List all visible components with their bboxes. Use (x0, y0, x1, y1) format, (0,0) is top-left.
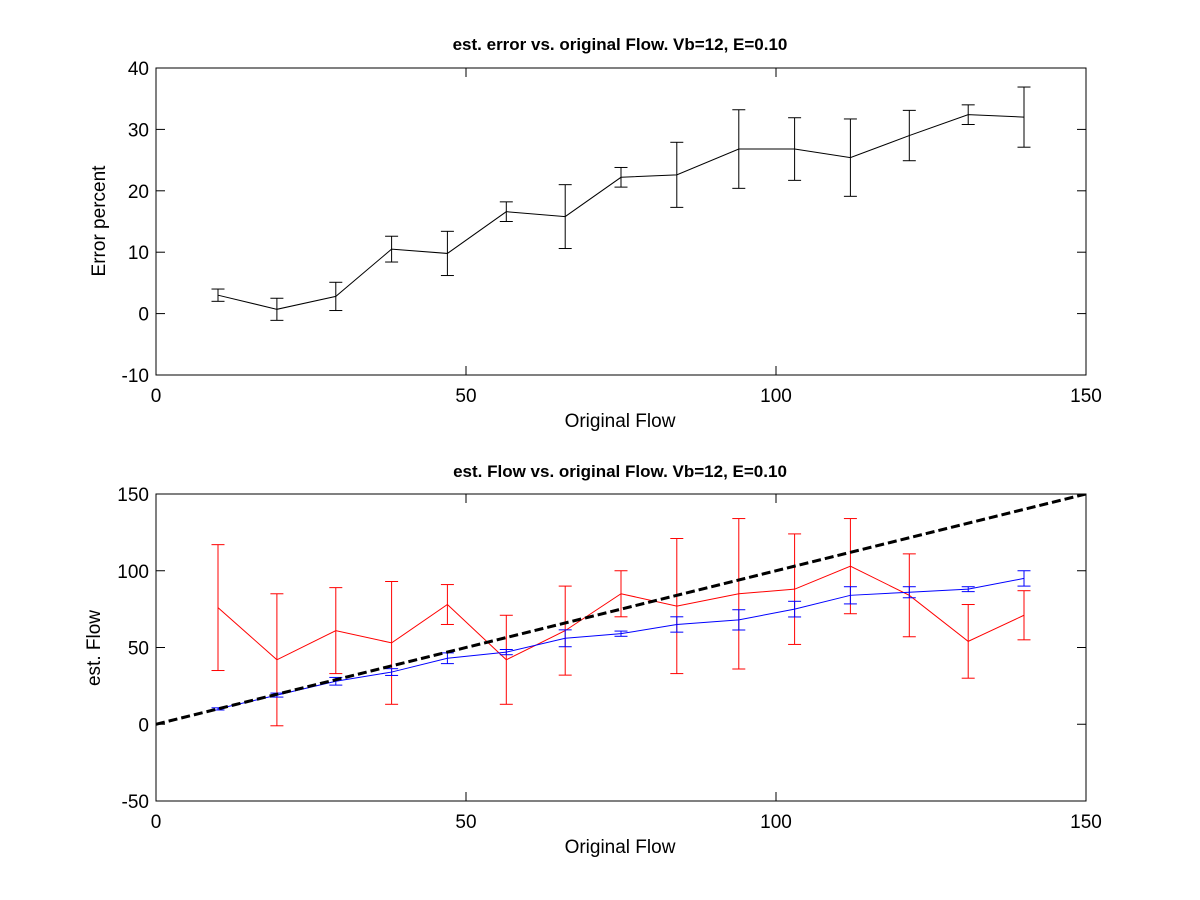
flow-plot-series-1-error-bar (961, 586, 975, 593)
error-plot-series-0-error-bar (788, 117, 802, 181)
error-plot-series-0-error-bar (843, 118, 857, 197)
flow-plot-series-0-error-bar (788, 533, 802, 645)
flow-plot-y-tick-label: 0 (138, 715, 149, 736)
error-plot-series-0-error-bar (440, 230, 454, 277)
error-plot-series-0-error-bar (732, 109, 746, 189)
flow-plot-series-1-error-bar (788, 600, 802, 618)
flow-plot-series-0-error-bar (329, 587, 343, 675)
flow-plot-series-1-error-bar (499, 648, 513, 656)
flow-plot-x-tick-label: 100 (760, 812, 792, 833)
flow-plot-series-0-error-bar (270, 593, 284, 727)
flow-plot-series-0-error-bar (614, 570, 628, 618)
error-plot-y-tick-label: 10 (128, 243, 149, 264)
error-plot-series-0-error-bar (270, 297, 284, 321)
flow-plot-series-0-error-bar (385, 580, 399, 705)
error-plot-x-tick-label: 50 (455, 386, 476, 407)
error-plot-series-0-error-bar (961, 104, 975, 125)
error-plot-y-tick-label: -10 (122, 366, 149, 387)
error-plot-series-0-error-bar (329, 281, 343, 312)
flow-plot-series-1-error-bar (732, 609, 746, 631)
error-plot-y-axis-label: Error percent (89, 165, 110, 277)
flow-plot-series-0-error-bar (961, 604, 975, 679)
flow-plot-series-1-error-bar (902, 586, 916, 599)
error-plot-y-tick-label: 40 (128, 59, 149, 80)
flow-plot-series-1-error-bar (670, 616, 684, 633)
flow-plot-series-0-error-bar (499, 614, 513, 705)
error-plot-series-0-error-bar (902, 109, 916, 162)
flow-plot-data-area (156, 494, 1086, 727)
flow-plot-y-tick-label: -50 (122, 792, 149, 813)
flow-plot-series-2-line (156, 494, 1086, 726)
flow-plot-series-1-error-bar (385, 668, 399, 676)
flow-plot-series-0-error-bar (1017, 590, 1031, 641)
error-plot-series-0-error-bar (211, 288, 225, 302)
flow-plot: est. Flow vs. original Flow. Vb=12, E=0.… (84, 462, 1102, 858)
error-plot: est. error vs. original Flow. Vb=12, E=0… (89, 35, 1102, 432)
flow-plot-y-tick-label: 50 (128, 639, 149, 660)
flow-plot-series-0-error-bar (670, 538, 684, 675)
error-plot-series-0-error-bar (385, 235, 399, 263)
flow-plot-x-axis-label: Original Flow (565, 837, 676, 858)
error-plot-series-0-error-bar (1017, 86, 1031, 148)
error-plot-data-area (211, 86, 1031, 321)
error-plot-series-0-error-bar (670, 141, 684, 208)
error-plot-x-axis-label: Original Flow (565, 411, 676, 432)
error-plot-x-tick-label: 100 (760, 386, 792, 407)
error-plot-x-tick-label: 0 (151, 386, 162, 407)
flow-plot-y-axis-label: est. Flow (84, 610, 105, 686)
error-plot-series-0-error-bar (499, 201, 513, 222)
flow-plot-series-0-error-bar (732, 518, 746, 670)
error-plot-series-0-error-bar (614, 166, 628, 188)
flow-plot-x-tick-label: 0 (151, 812, 162, 833)
flow-plot-series-1-error-bar (843, 586, 857, 605)
flow-plot-series-1-error-bar (1017, 570, 1031, 587)
flow-plot-x-tick-label: 50 (455, 812, 476, 833)
flow-plot-title: est. Flow vs. original Flow. Vb=12, E=0.… (453, 462, 787, 481)
flow-plot-series-0-error-bar (440, 584, 454, 625)
flow-plot-axes-frame (155, 493, 1087, 802)
error-plot-y-tick-label: 0 (138, 305, 149, 326)
flow-plot-y-tick-label: 150 (117, 485, 149, 506)
flow-plot-series-1-error-bar (558, 629, 572, 648)
flow-plot-series-0-error-bar (211, 544, 225, 672)
error-plot-y-tick-label: 20 (128, 182, 149, 203)
flow-plot-x-tick-label: 150 (1070, 812, 1102, 833)
error-plot-title: est. error vs. original Flow. Vb=12, E=0… (453, 35, 788, 54)
flow-plot-series-1-error-bar (614, 630, 628, 637)
flow-plot-y-tick-label: 100 (117, 562, 149, 583)
error-plot-series-0-error-bar (558, 184, 572, 250)
error-plot-x-tick-label: 150 (1070, 386, 1102, 407)
error-plot-y-tick-label: 30 (128, 120, 149, 141)
error-plot-axes-frame (155, 67, 1087, 376)
